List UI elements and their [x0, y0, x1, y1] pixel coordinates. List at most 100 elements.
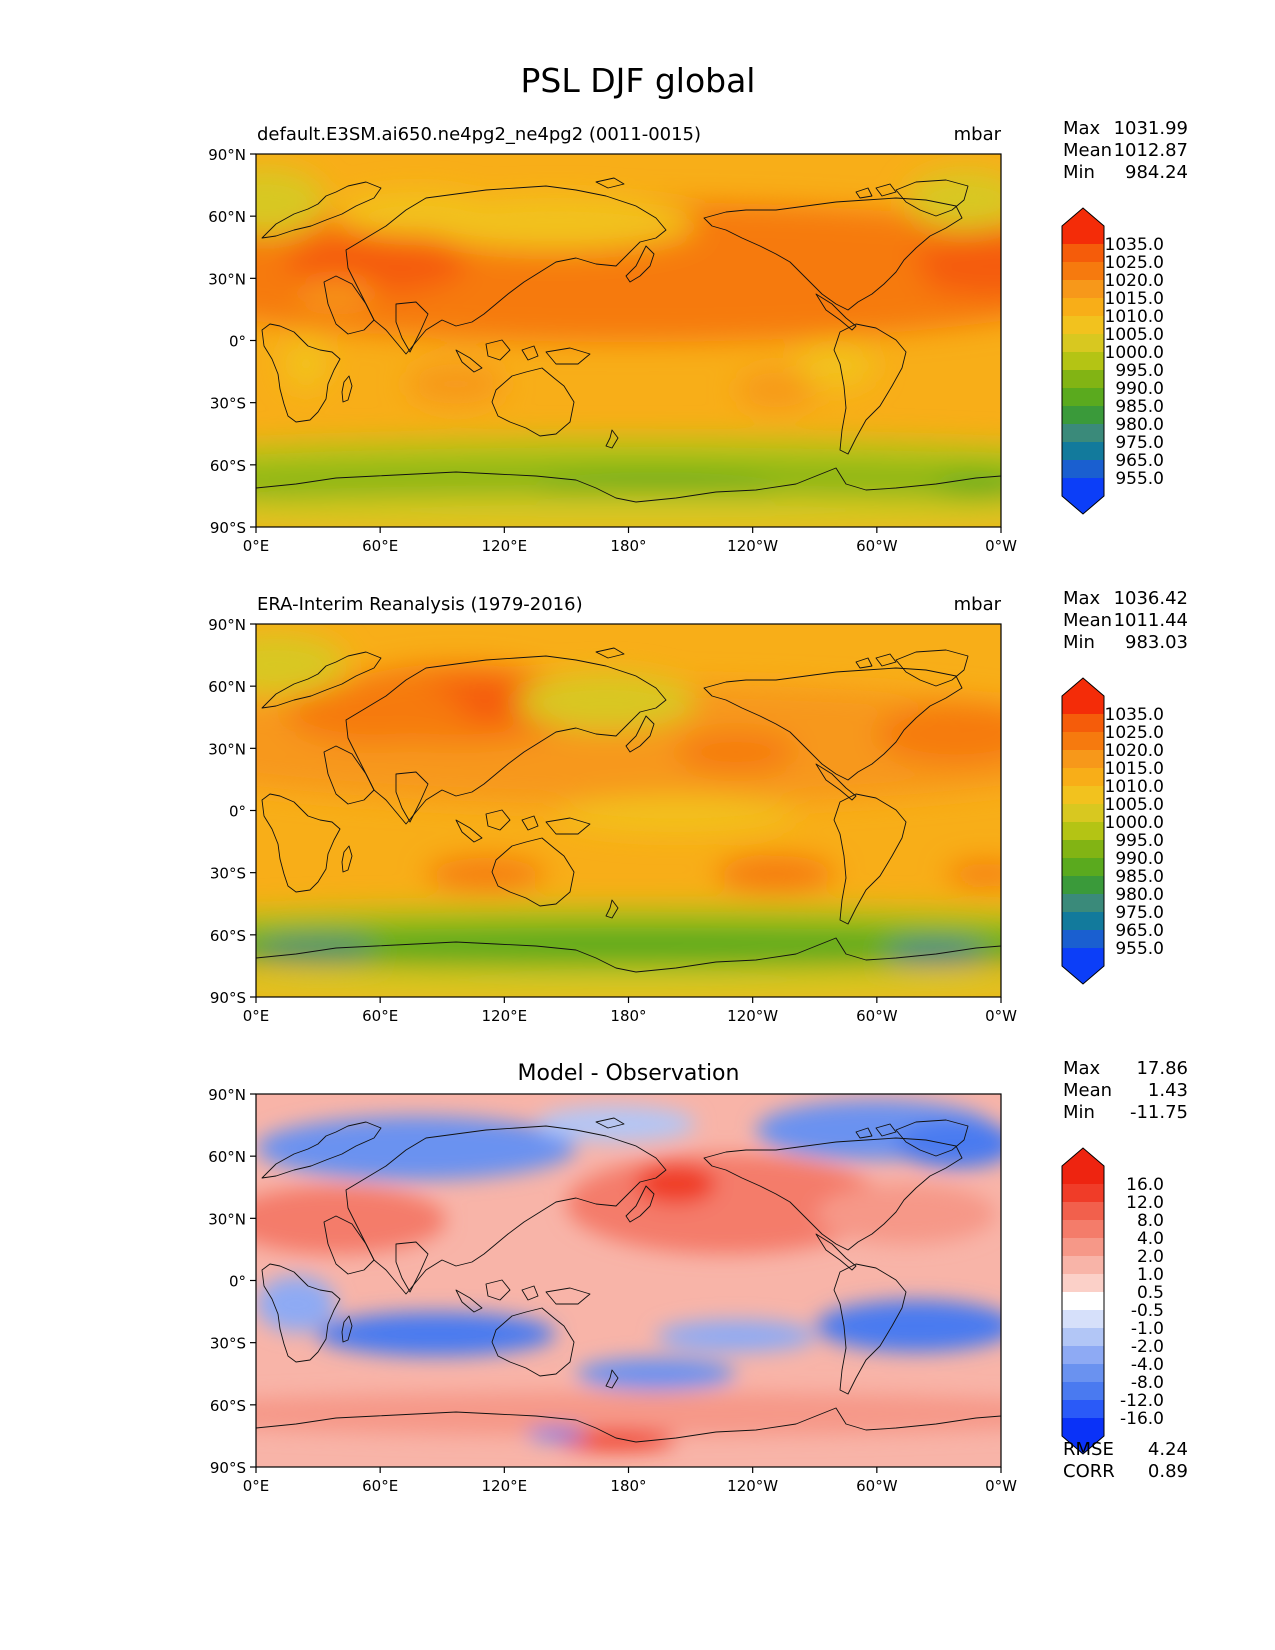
- colorbar: 16.012.08.04.02.01.00.5-0.5-1.0-2.0-4.0-…: [1061, 1147, 1164, 1455]
- panel-units: mbar: [954, 124, 1002, 145]
- lon-tick-label: 120°W: [727, 537, 778, 555]
- colorbar-tick-label: 975.0: [1115, 433, 1164, 453]
- lat-tick-label: 60°N: [208, 208, 246, 226]
- map-field: [256, 1094, 1001, 1467]
- colorbar-tick-label: 985.0: [1115, 867, 1164, 887]
- colorbar-tick-label: -16.0: [1120, 1409, 1164, 1429]
- lon-tick-label: 120°W: [727, 1477, 778, 1495]
- metric-label: CORR: [1063, 1461, 1115, 1482]
- lat-tick-label: 60°N: [208, 678, 246, 696]
- lat-tick-label: 90°N: [208, 616, 246, 634]
- lon-tick-label: 0°E: [243, 1477, 270, 1495]
- panel-units: mbar: [954, 594, 1002, 615]
- stat-label: Min: [1063, 1102, 1095, 1123]
- colorbar-tick-label: 995.0: [1115, 831, 1164, 851]
- stat-value: 1.43: [1148, 1080, 1188, 1101]
- colorbar-tick-label: -4.0: [1131, 1355, 1164, 1375]
- colorbar-tick-label: 1025.0: [1105, 723, 1164, 743]
- colorbar-tick-label: 1015.0: [1105, 759, 1164, 779]
- lon-tick-label: 60°E: [362, 1007, 398, 1025]
- colorbar-tick-label: 0.5: [1137, 1283, 1164, 1303]
- colorbar-tick-label: 990.0: [1115, 379, 1164, 399]
- lat-tick-label: 0°: [229, 1273, 246, 1291]
- map-field: [256, 154, 1001, 527]
- lat-tick-label: 90°N: [208, 146, 246, 164]
- map-field: [256, 624, 1001, 997]
- colorbar-tick-label: 975.0: [1115, 903, 1164, 923]
- stat-label: Mean: [1063, 1080, 1112, 1101]
- stat-label: Max: [1063, 1058, 1101, 1079]
- colorbar-tick-label: 1035.0: [1105, 235, 1164, 255]
- lon-tick-label: 0°W: [985, 1007, 1017, 1025]
- stat-label: Mean: [1063, 140, 1112, 161]
- lon-tick-label: 0°W: [985, 537, 1017, 555]
- colorbar-tick-label: 2.0: [1137, 1247, 1164, 1267]
- figure-title: PSL DJF global: [521, 61, 756, 100]
- lon-tick-label: 60°W: [856, 537, 898, 555]
- lat-tick-label: 30°N: [208, 1210, 246, 1228]
- stat-value: 983.03: [1125, 632, 1188, 653]
- colorbar-tick-label: 965.0: [1115, 451, 1164, 471]
- lon-tick-label: 60°W: [856, 1007, 898, 1025]
- panel-title: default.E3SM.ai650.ne4pg2_ne4pg2 (0011-0…: [257, 124, 701, 145]
- colorbar-tick-label: 1000.0: [1105, 813, 1164, 833]
- colorbar-tick-label: 990.0: [1115, 849, 1164, 869]
- lat-tick-label: 60°N: [208, 1148, 246, 1166]
- colorbar-tick-label: 4.0: [1137, 1229, 1164, 1249]
- panel-2: ERA-Interim Reanalysis (1979-2016) mbar 90…: [208, 588, 1188, 1025]
- stat-label: Max: [1063, 118, 1101, 139]
- lon-tick-label: 180°: [610, 1477, 646, 1495]
- colorbar-tick-label: 1010.0: [1105, 777, 1164, 797]
- lon-tick-label: 60°W: [856, 1477, 898, 1495]
- lat-tick-label: 30°S: [210, 1335, 246, 1353]
- lat-tick-label: 30°N: [208, 740, 246, 758]
- metric-label: RMSE: [1063, 1439, 1114, 1460]
- stat-value: 1036.42: [1114, 588, 1188, 609]
- lon-tick-label: 0°W: [985, 1477, 1017, 1495]
- colorbar-tick-label: -2.0: [1131, 1337, 1164, 1357]
- colorbar-tick-label: 955.0: [1115, 939, 1164, 959]
- panel-title: Model - Observation: [518, 1061, 740, 1086]
- colorbar-tick-label: 980.0: [1115, 415, 1164, 435]
- lon-tick-label: 60°E: [362, 1477, 398, 1495]
- colorbar-tick-label: 1005.0: [1105, 795, 1164, 815]
- lat-tick-label: 90°S: [210, 989, 246, 1007]
- stat-label: Max: [1063, 588, 1101, 609]
- stat-value: 1011.44: [1114, 610, 1188, 631]
- colorbar-tick-label: 1025.0: [1105, 253, 1164, 273]
- colorbar-tick-label: 1000.0: [1105, 343, 1164, 363]
- colorbar-tick-label: -8.0: [1131, 1373, 1164, 1393]
- colorbar-tick-label: 1020.0: [1105, 271, 1164, 291]
- lon-tick-label: 120°W: [727, 1007, 778, 1025]
- colorbar-tick-label: 980.0: [1115, 885, 1164, 905]
- metric-value: 4.24: [1148, 1439, 1188, 1460]
- colorbar: 1035.01025.01020.01015.01010.01005.01000…: [1061, 677, 1164, 985]
- lat-tick-label: 90°N: [208, 1086, 246, 1104]
- panel-title: ERA-Interim Reanalysis (1979-2016): [257, 594, 583, 615]
- stat-label: Min: [1063, 632, 1095, 653]
- lat-tick-label: 30°S: [210, 865, 246, 883]
- colorbar-tick-label: 16.0: [1126, 1175, 1164, 1195]
- lat-tick-label: 30°N: [208, 270, 246, 288]
- colorbar-tick-label: -12.0: [1120, 1391, 1164, 1411]
- colorbar-tick-label: 955.0: [1115, 469, 1164, 489]
- lon-tick-label: 60°E: [362, 537, 398, 555]
- stat-label: Min: [1063, 162, 1095, 183]
- colorbar-tick-label: 1035.0: [1105, 705, 1164, 725]
- stat-value: 1031.99: [1114, 118, 1188, 139]
- lon-tick-label: 180°: [610, 1007, 646, 1025]
- lat-tick-label: 0°: [229, 333, 246, 351]
- colorbar-tick-label: 1.0: [1137, 1265, 1164, 1285]
- panel-1: default.E3SM.ai650.ne4pg2_ne4pg2 (0011-0…: [208, 118, 1188, 555]
- stat-value: 1012.87: [1114, 140, 1188, 161]
- lon-tick-label: 120°E: [482, 537, 528, 555]
- lat-tick-label: 90°S: [210, 1459, 246, 1477]
- stat-value: 984.24: [1125, 162, 1188, 183]
- stat-value: -11.75: [1130, 1102, 1188, 1123]
- lon-tick-label: 120°E: [482, 1477, 528, 1495]
- lon-tick-label: 0°E: [243, 537, 270, 555]
- lat-tick-label: 60°S: [210, 457, 246, 475]
- lat-tick-label: 60°S: [210, 1397, 246, 1415]
- lon-tick-label: 120°E: [482, 1007, 528, 1025]
